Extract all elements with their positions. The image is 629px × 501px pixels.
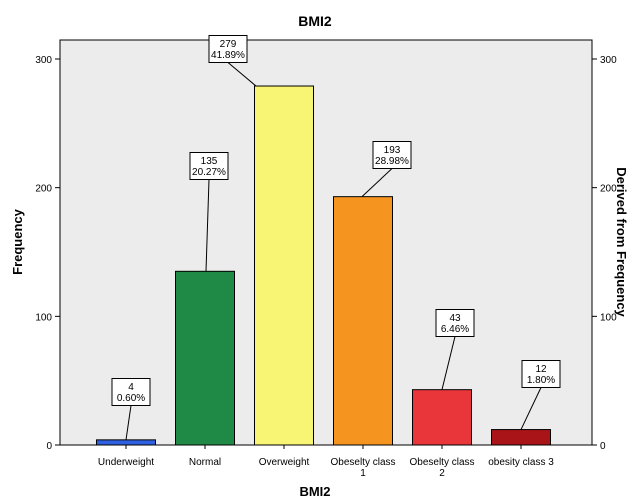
- data-label-count: 43: [449, 313, 461, 324]
- data-label-count: 4: [128, 382, 134, 393]
- x-tick-label: Normal: [189, 457, 221, 468]
- y-tick-label-left: 0: [46, 441, 52, 452]
- y-tick-label-left: 100: [35, 312, 52, 323]
- data-label-percent: 20.27%: [192, 167, 226, 178]
- y-tick-label-right: 200: [600, 184, 617, 195]
- bars: [96, 85, 551, 446]
- y-tick-label-right: 0: [600, 441, 606, 452]
- x-tick-label: Obeselty class: [409, 457, 474, 468]
- y-axis-title: Frequency: [10, 208, 25, 275]
- callout-leader: [205, 179, 210, 272]
- y-axis-left: 0 100 200 300: [35, 55, 60, 452]
- callout-leader: [520, 387, 542, 430]
- x-tick-label: Underweight: [98, 457, 154, 468]
- callout-leader: [441, 336, 456, 390]
- x-tick-label: obesity class 3: [488, 457, 554, 468]
- y-tick-label-left: 200: [35, 184, 52, 195]
- x-tick-label: Obeselty class: [330, 457, 395, 468]
- callout-box: [372, 141, 412, 169]
- x-axis-title: BMI2: [299, 484, 330, 499]
- callout-box: [208, 35, 248, 63]
- data-label-count: 135: [201, 156, 218, 167]
- data-label-count: 12: [535, 364, 547, 375]
- bar: [412, 389, 472, 446]
- data-label-percent: 41.89%: [211, 50, 245, 61]
- data-label-percent: 1.80%: [527, 375, 555, 386]
- data-label-count: 279: [220, 39, 237, 50]
- callout-box: [189, 152, 229, 180]
- y-tick-label-right: 100: [600, 312, 617, 323]
- callout-leader: [227, 62, 257, 87]
- bar: [254, 85, 314, 446]
- y-tick-label-right: 300: [600, 55, 617, 66]
- bar: [96, 439, 156, 446]
- data-label-percent: 6.46%: [441, 324, 469, 335]
- x-axis: Underweight Normal Overweight Obeselty clas…: [98, 445, 554, 479]
- data-label-percent: 28.98%: [375, 156, 409, 167]
- data-label-count: 193: [384, 145, 401, 156]
- callout-box: [521, 360, 561, 388]
- callout-leader: [361, 168, 393, 198]
- bar: [491, 429, 551, 446]
- y-axis-title-right: Derived from Frequency: [614, 167, 629, 317]
- bar: [333, 196, 393, 446]
- y-axis-right: 0 100 200 300: [592, 55, 617, 452]
- chart-title: BMI2: [298, 13, 332, 29]
- bar: [175, 270, 235, 446]
- data-label-percent: 0.60%: [117, 393, 145, 404]
- x-tick-label: 2: [439, 468, 445, 479]
- plot-area: [59, 39, 593, 446]
- callout-leader: [125, 405, 132, 440]
- callout-box: [435, 309, 475, 337]
- y-tick-label-left: 300: [35, 55, 52, 66]
- x-tick-label: 1: [360, 468, 366, 479]
- x-tick-label: Overweight: [259, 457, 310, 468]
- callout-box: [111, 378, 151, 406]
